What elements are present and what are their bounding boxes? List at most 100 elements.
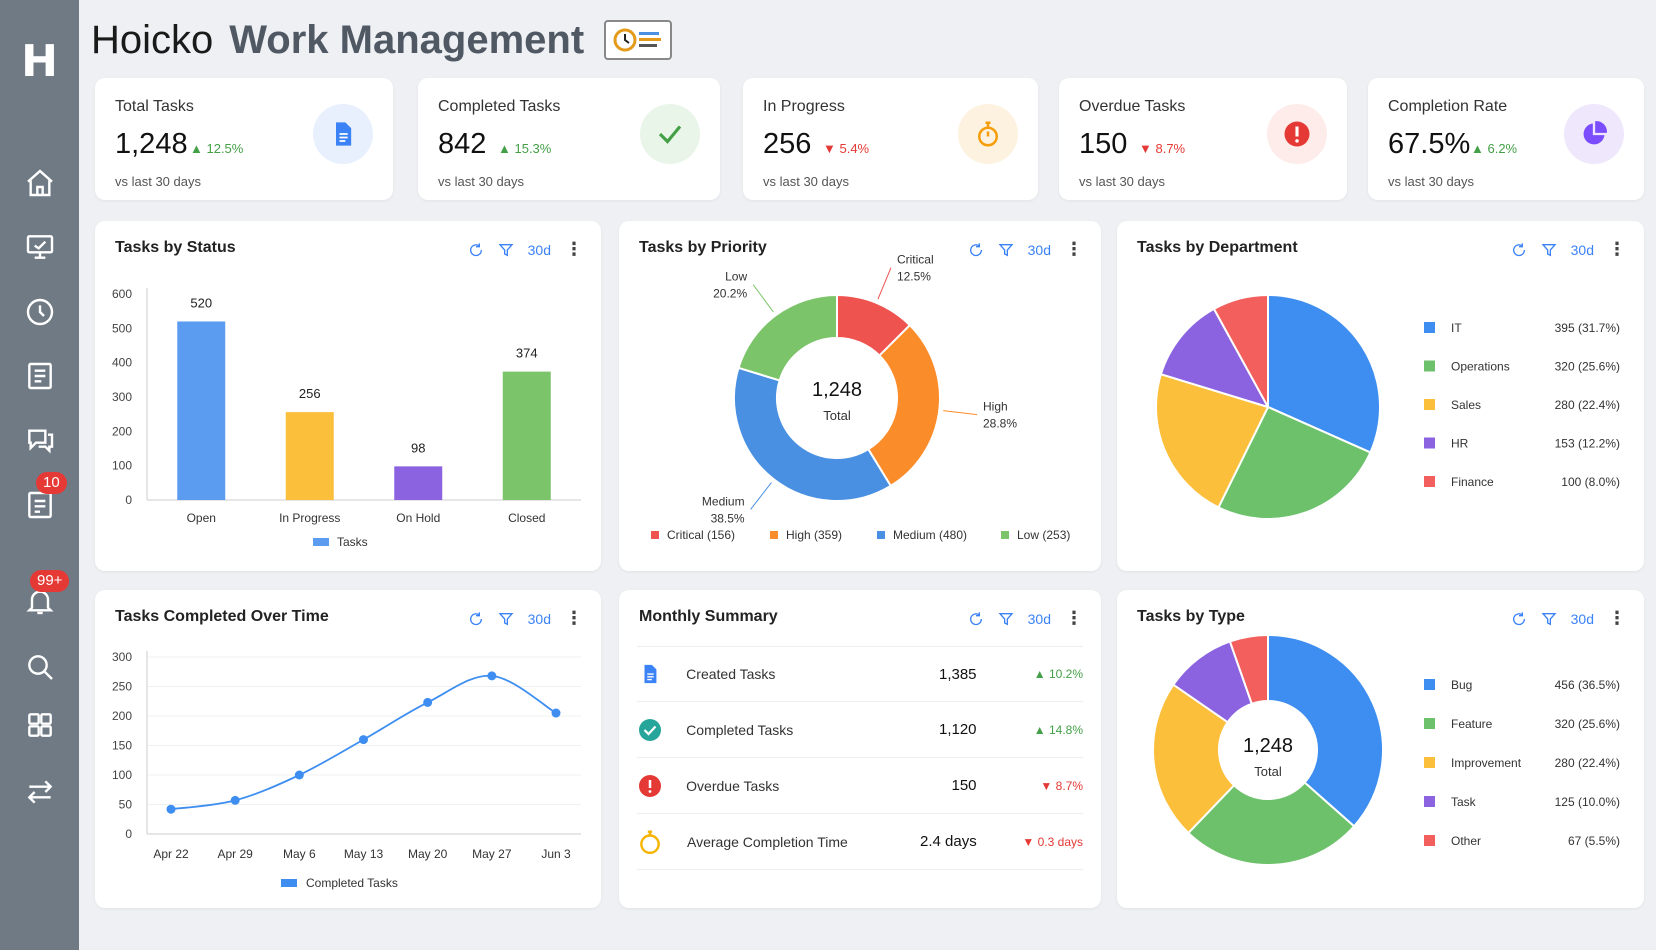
refresh-icon[interactable]	[1511, 242, 1527, 258]
y-tick-label: 300	[112, 650, 132, 664]
kpi-value: 150	[1079, 128, 1128, 160]
legend-swatch	[770, 531, 778, 539]
more-icon[interactable]: ⋮	[565, 608, 583, 628]
filter-icon[interactable]	[1541, 611, 1557, 627]
pie-slice	[1155, 372, 1270, 509]
kpi-delta: ▲ 6.2%	[1471, 141, 1518, 156]
legend-label: Feature	[1451, 717, 1493, 731]
filter-icon[interactable]	[998, 242, 1014, 258]
panel-title: Monthly Summary	[639, 608, 778, 625]
leader-line	[752, 284, 774, 313]
page-title: Work Management	[229, 17, 585, 62]
more-icon[interactable]: ⋮	[1608, 239, 1626, 259]
legend-label: Task	[1451, 795, 1477, 809]
panel-tasks-by-department: Tasks by Department 30d ⋮ IT 395 (31.7%) O…	[1117, 221, 1644, 571]
kpi-label: In Progress	[763, 98, 845, 115]
kpi-in-progress[interactable]: In Progress 256 ▼ 5.4% vs last 30 days	[743, 78, 1038, 200]
more-icon[interactable]: ⋮	[565, 239, 583, 259]
kpi-overdue-tasks[interactable]: Overdue Tasks 150 ▼ 8.7% vs last 30 days	[1059, 78, 1347, 200]
bell-icon[interactable]	[24, 585, 56, 617]
summary-label: Overdue Tasks	[686, 777, 780, 794]
summary-label: Completed Tasks	[686, 721, 794, 738]
home-icon[interactable]	[24, 167, 56, 199]
panel-tools: 30d ⋮	[968, 239, 1083, 260]
kpi-subtext: vs last 30 days	[1079, 174, 1165, 189]
pie-slice	[1186, 781, 1356, 866]
refresh-icon[interactable]	[468, 611, 484, 627]
panel-tools: 30d ⋮	[468, 608, 583, 629]
grid-icon[interactable]	[24, 709, 56, 741]
period-selector[interactable]: 30d	[1570, 610, 1594, 627]
x-tick-label: May 13	[344, 847, 384, 861]
period-selector[interactable]: 30d	[527, 241, 551, 258]
legend-swatch	[313, 538, 329, 546]
priority-donut-chart: Critical 12.5% High 28.8% Medium 38.5% Low 20.2…	[651, 253, 1070, 542]
filter-icon[interactable]	[498, 611, 514, 627]
period-selector[interactable]: 30d	[527, 610, 551, 627]
legend-swatch	[281, 879, 297, 887]
slice-percent: 12.5%	[897, 270, 931, 284]
legend-value: 320 (25.6%)	[1555, 360, 1620, 374]
document-list-icon[interactable]	[24, 360, 56, 392]
monitor-icon[interactable]	[24, 231, 56, 263]
x-tick-label: May 20	[408, 847, 448, 861]
task-list-icon[interactable]	[24, 489, 56, 521]
legend-swatch	[1424, 322, 1435, 333]
refresh-icon[interactable]	[968, 611, 984, 627]
period-selector[interactable]: 30d	[1570, 241, 1594, 258]
kpi-subtext: vs last 30 days	[438, 174, 524, 189]
kpi-value: 67.5%	[1388, 128, 1471, 160]
filter-icon[interactable]	[998, 611, 1014, 627]
refresh-icon[interactable]	[468, 242, 484, 258]
kpi-delta: ▼ 8.7%	[1139, 141, 1186, 156]
more-icon[interactable]: ⋮	[1065, 608, 1083, 628]
slice-percent: 20.2%	[713, 287, 747, 301]
x-tick-label: In Progress	[279, 511, 340, 525]
swap-icon[interactable]	[24, 776, 56, 808]
legend-swatch	[877, 531, 885, 539]
period-selector[interactable]: 30d	[1027, 241, 1051, 258]
legend-label: High (359)	[786, 528, 842, 542]
refresh-icon[interactable]	[1511, 611, 1527, 627]
clock-icon[interactable]	[24, 296, 56, 328]
pie-slice	[1159, 307, 1271, 409]
panel-title: Tasks by Status	[115, 239, 236, 256]
legend-swatch	[1424, 399, 1435, 410]
legend-swatch	[1424, 679, 1435, 690]
filter-icon[interactable]	[498, 242, 514, 258]
tasks-badge: 10	[36, 472, 67, 494]
data-label: 256	[299, 386, 321, 401]
y-tick-label: 200	[112, 424, 132, 438]
legend-value: 280 (22.4%)	[1555, 398, 1620, 412]
y-tick-label: 50	[119, 798, 133, 812]
data-label: 98	[411, 440, 425, 455]
slice-name: Medium	[702, 494, 745, 508]
kpi-label: Overdue Tasks	[1079, 98, 1186, 115]
kpi-completion-rate[interactable]: Completion Rate 67.5% ▲ 6.2% vs last 30 …	[1368, 78, 1644, 200]
refresh-icon[interactable]	[968, 242, 984, 258]
more-icon[interactable]: ⋮	[1065, 239, 1083, 259]
legend-value: 320 (25.6%)	[1555, 717, 1620, 731]
more-icon[interactable]: ⋮	[1608, 608, 1626, 628]
filter-icon[interactable]	[1541, 242, 1557, 258]
summary-row: Overdue Tasks 150 ▼ 8.7%	[637, 758, 1083, 814]
summary-row: Created Tasks 1,385 ▲ 10.2%	[637, 646, 1083, 702]
chat-icon[interactable]	[24, 424, 56, 456]
kpi-completed-tasks[interactable]: Completed Tasks 842 ▲ 15.3% vs last 30 d…	[418, 78, 720, 200]
kpi-total-tasks[interactable]: Total Tasks 1,248 ▲ 12.5% vs last 30 day…	[95, 78, 393, 200]
alert-icon	[1267, 104, 1327, 164]
kpi-value: 842	[438, 128, 487, 160]
schedule-icon[interactable]	[604, 20, 673, 60]
pie-slice	[866, 323, 941, 488]
app-logo[interactable]: H	[21, 36, 58, 87]
search-icon[interactable]	[24, 651, 56, 683]
summary-label: Created Tasks	[686, 666, 776, 682]
y-tick-label: 500	[112, 321, 132, 335]
panel-tools: 30d ⋮	[1511, 608, 1626, 629]
period-selector[interactable]: 30d	[1027, 610, 1051, 627]
data-point	[166, 804, 176, 814]
slice-name: Low	[725, 270, 747, 284]
summary-delta: ▼ 0.3 days	[1022, 834, 1083, 849]
notifications-badge: 99+	[30, 570, 70, 592]
bar	[177, 321, 226, 500]
